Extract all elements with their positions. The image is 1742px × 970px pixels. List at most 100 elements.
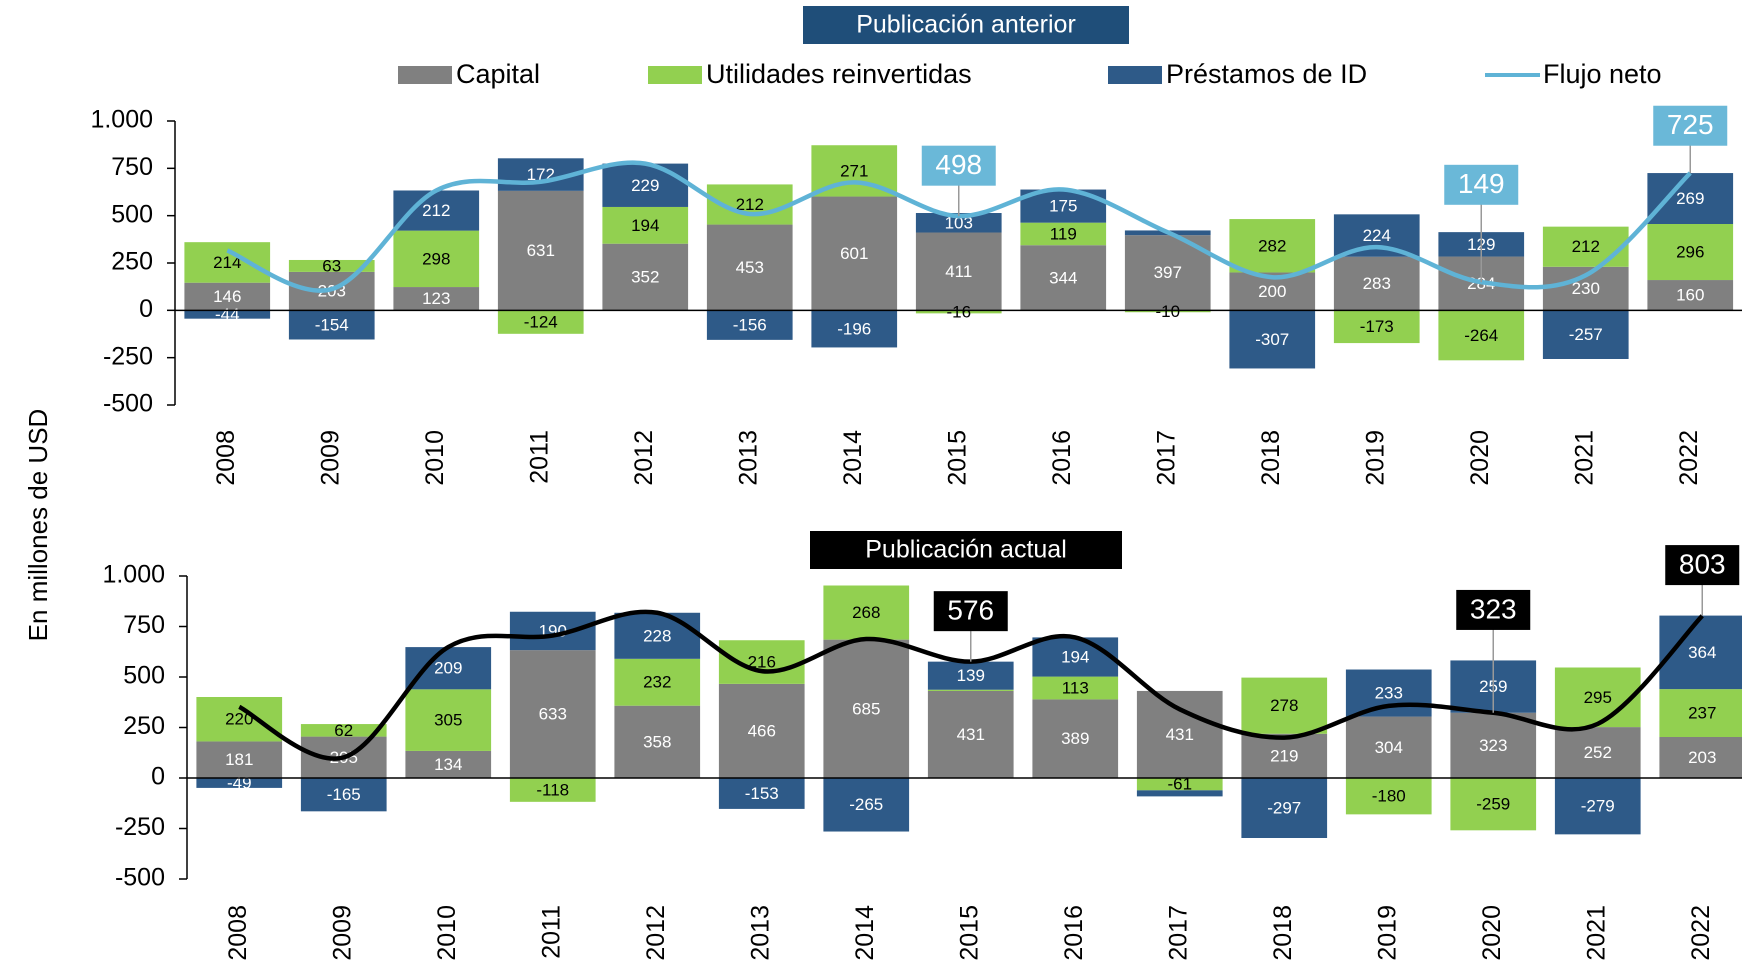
data-label: -118 — [536, 780, 569, 799]
data-label: 283 — [1363, 274, 1391, 293]
data-label: 295 — [1584, 688, 1612, 707]
chart-title-box — [810, 531, 1122, 569]
x-tick-label: 2008 — [212, 430, 240, 486]
net-flow-label-box — [933, 591, 1008, 632]
chart-title: Publicación actual — [865, 536, 1067, 564]
data-label: 389 — [1061, 729, 1089, 748]
y-tick-label: 1.000 — [90, 106, 153, 134]
bar-segment — [927, 690, 1014, 778]
data-label: 271 — [840, 161, 868, 180]
y-tick-label: 500 — [111, 200, 153, 228]
data-label: -180 — [1372, 787, 1406, 806]
y-tick-label: 1.000 — [102, 561, 165, 589]
bar-segment — [196, 696, 283, 742]
y-tick-label: 750 — [111, 153, 153, 181]
bar-segment — [300, 778, 387, 812]
bar-segment — [1554, 727, 1641, 778]
data-label: 194 — [631, 216, 659, 235]
data-label: 269 — [1676, 189, 1704, 208]
data-label: -154 — [315, 315, 349, 334]
y-tick-label: 0 — [139, 295, 153, 323]
bar-segment — [602, 243, 689, 311]
net-flow-label-box — [1444, 164, 1519, 205]
bar-segment — [927, 689, 1014, 691]
bar-segment — [405, 750, 492, 778]
bar-segment — [1647, 223, 1734, 281]
bar-segment — [823, 778, 910, 832]
bar-segment — [288, 310, 375, 340]
data-label: 685 — [852, 699, 880, 718]
data-label: 62 — [334, 721, 353, 740]
data-label: -307 — [1255, 330, 1289, 349]
x-tick-label: 2016 — [1060, 905, 1088, 961]
data-label: 200 — [1258, 282, 1286, 301]
x-tick-label: 2014 — [839, 430, 867, 486]
data-label: 252 — [1584, 743, 1612, 762]
data-label: 278 — [1270, 696, 1298, 715]
data-label: -16 — [946, 302, 971, 321]
bar-segment — [497, 190, 584, 311]
data-label: 119 — [1050, 224, 1077, 243]
data-label: 305 — [434, 711, 462, 730]
x-tick-label: 2022 — [1675, 430, 1703, 486]
data-label: -165 — [327, 785, 361, 804]
x-tick-label: 2019 — [1361, 430, 1389, 486]
data-label: -173 — [1360, 317, 1394, 336]
data-label: 134 — [434, 755, 462, 774]
data-label: 175 — [1049, 197, 1077, 216]
x-tick-label: 2022 — [1687, 905, 1715, 961]
x-tick-label: 2020 — [1466, 430, 1494, 486]
x-tick-label: 2011 — [525, 430, 553, 484]
bar-segment — [602, 163, 689, 207]
bar-segment — [1124, 310, 1211, 313]
data-label: 209 — [434, 659, 462, 678]
x-tick-label: 2011 — [537, 905, 565, 959]
x-tick-label: 2013 — [734, 430, 762, 486]
bar-segment — [1647, 280, 1734, 311]
data-label: 466 — [748, 721, 776, 740]
bar-segment — [706, 310, 793, 340]
x-tick-label: 2021 — [1582, 905, 1610, 961]
legend-swatch — [398, 66, 452, 84]
y-tick-label: 250 — [111, 248, 153, 276]
x-tick-label: 2021 — [1570, 430, 1598, 486]
x-tick-label: 2009 — [328, 905, 356, 961]
bar-segment — [393, 287, 480, 311]
bar-segment — [1032, 637, 1119, 677]
bar-segment — [1241, 733, 1328, 778]
data-label: 181 — [225, 750, 253, 769]
x-tick-label: 2010 — [433, 905, 461, 961]
bar-segment — [196, 741, 283, 778]
bar-segment — [823, 585, 910, 640]
x-tick-label: 2017 — [1152, 430, 1180, 486]
y-tick-label: -250 — [115, 813, 165, 841]
chart-title: Publicación anterior — [856, 11, 1076, 39]
legend-label: Flujo neto — [1543, 59, 1662, 89]
data-label: 139 — [957, 666, 985, 685]
bar-segment — [497, 310, 584, 334]
y-tick-label: 0 — [151, 763, 165, 791]
bar-segment — [706, 224, 793, 311]
bar-segment — [184, 310, 271, 319]
bar-segment — [196, 778, 283, 788]
data-label: -44 — [215, 305, 240, 324]
data-label: -257 — [1569, 325, 1603, 344]
bar-segment — [509, 778, 596, 802]
net-flow-label: 725 — [1667, 109, 1714, 140]
bar-segment — [1032, 699, 1119, 778]
net-flow-label-box — [1456, 589, 1531, 630]
x-tick-label: 2018 — [1257, 430, 1285, 486]
y-tick-label: -250 — [103, 342, 153, 370]
data-label: 113 — [1062, 678, 1089, 697]
bar-segment — [1345, 778, 1432, 815]
data-label: 298 — [422, 249, 450, 268]
data-label: 229 — [631, 176, 659, 195]
net-flow-label-box — [921, 145, 996, 186]
data-label: 237 — [1688, 704, 1716, 723]
x-tick-label: 2010 — [421, 430, 449, 486]
x-tick-label: 2012 — [630, 430, 658, 486]
data-label: 304 — [1375, 738, 1403, 757]
bar-segment — [1229, 310, 1316, 369]
chart-title-box — [803, 6, 1129, 44]
